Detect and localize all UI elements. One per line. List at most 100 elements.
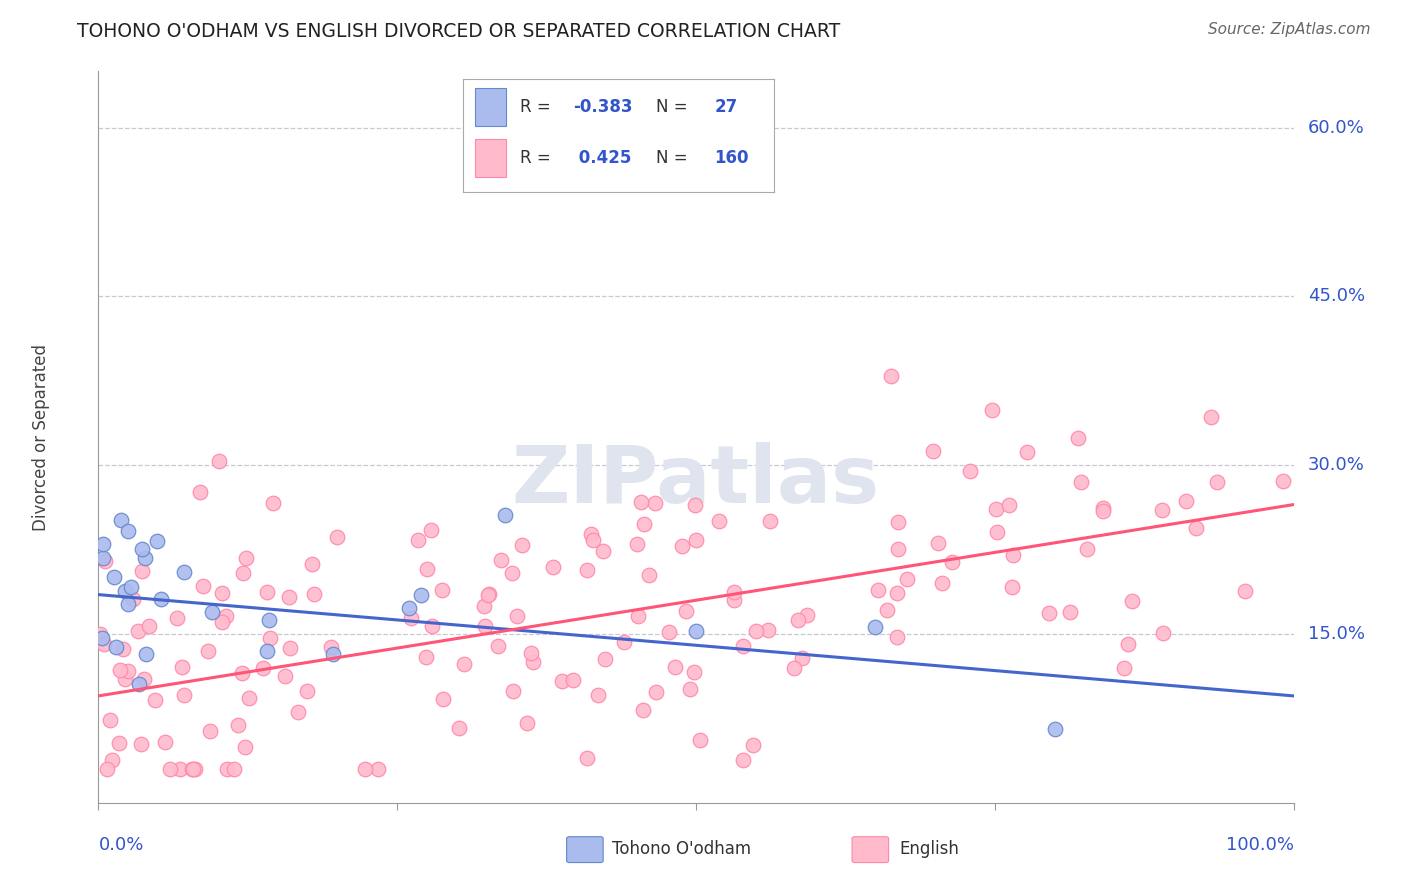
Point — [256, 585, 278, 599]
Point — [278, 590, 301, 604]
Point — [879, 369, 901, 384]
Point — [166, 611, 188, 625]
Point — [921, 444, 943, 458]
Point — [367, 762, 389, 776]
Point — [627, 609, 650, 624]
Point — [211, 615, 233, 629]
Point — [1038, 606, 1060, 620]
Point — [432, 692, 454, 706]
Point — [927, 536, 949, 550]
Point — [1091, 504, 1114, 518]
Point — [256, 644, 278, 658]
Point — [758, 623, 780, 637]
Point — [287, 706, 309, 720]
Point — [134, 551, 156, 566]
Point — [1121, 593, 1143, 607]
Point — [664, 660, 686, 674]
Point — [931, 576, 953, 591]
Point — [233, 740, 256, 755]
Point — [723, 592, 745, 607]
Point — [1001, 548, 1024, 562]
Point — [453, 657, 475, 672]
Point — [478, 587, 501, 601]
Point — [675, 604, 697, 618]
Point — [214, 609, 236, 624]
Point — [683, 498, 706, 512]
Point — [273, 669, 295, 683]
Point — [262, 496, 284, 510]
Point — [411, 588, 433, 602]
Point — [326, 531, 349, 545]
Point — [1234, 583, 1257, 598]
Point — [301, 557, 323, 571]
Point — [986, 501, 1008, 516]
Point — [155, 735, 177, 749]
Point — [131, 737, 153, 751]
Point — [581, 526, 603, 541]
Point — [91, 537, 114, 551]
Point — [110, 512, 132, 526]
Point — [792, 651, 814, 665]
Point — [103, 570, 125, 584]
Point — [1152, 626, 1174, 640]
Point — [783, 661, 806, 675]
Point — [422, 619, 444, 633]
Point — [887, 541, 910, 556]
Point — [1114, 661, 1136, 675]
Point — [637, 567, 659, 582]
Point — [679, 681, 702, 696]
Point — [1015, 445, 1038, 459]
Point — [886, 586, 908, 600]
Point — [520, 646, 543, 660]
Point — [1150, 502, 1173, 516]
Point — [689, 732, 711, 747]
Text: Tohono O'odham: Tohono O'odham — [612, 840, 751, 858]
Point — [128, 677, 150, 691]
Point — [501, 566, 523, 580]
Point — [93, 637, 115, 651]
Point — [117, 597, 139, 611]
Point — [516, 715, 538, 730]
Point — [111, 642, 134, 657]
Point — [420, 523, 443, 537]
Point — [658, 625, 681, 640]
Point — [108, 663, 131, 677]
Point — [449, 721, 471, 735]
Point — [522, 655, 544, 669]
Point — [941, 555, 963, 569]
Point — [104, 640, 127, 654]
Point — [682, 665, 704, 680]
Point — [430, 582, 453, 597]
Point — [731, 754, 754, 768]
Point — [399, 611, 422, 625]
Point — [295, 684, 318, 698]
Point — [477, 589, 499, 603]
Point — [868, 582, 890, 597]
Text: 60.0%: 60.0% — [1308, 119, 1365, 136]
Point — [146, 534, 169, 549]
Point — [541, 560, 564, 574]
Point — [150, 592, 173, 607]
Point — [644, 495, 666, 509]
Point — [278, 640, 301, 655]
Point — [986, 525, 1008, 540]
Point — [319, 640, 342, 655]
Text: 100.0%: 100.0% — [1226, 836, 1294, 854]
Point — [191, 578, 214, 592]
Point — [630, 495, 652, 509]
Point — [117, 524, 139, 539]
Point — [865, 620, 887, 634]
Point — [551, 674, 574, 689]
Point — [415, 650, 437, 665]
Point — [745, 624, 768, 639]
Point — [575, 563, 598, 577]
Point — [211, 585, 233, 599]
Point — [576, 751, 599, 765]
Point — [232, 566, 254, 581]
Point — [502, 684, 524, 698]
Point — [723, 584, 745, 599]
Point — [489, 553, 512, 567]
Point — [1199, 410, 1222, 425]
Point — [474, 599, 496, 613]
Point — [93, 554, 115, 568]
